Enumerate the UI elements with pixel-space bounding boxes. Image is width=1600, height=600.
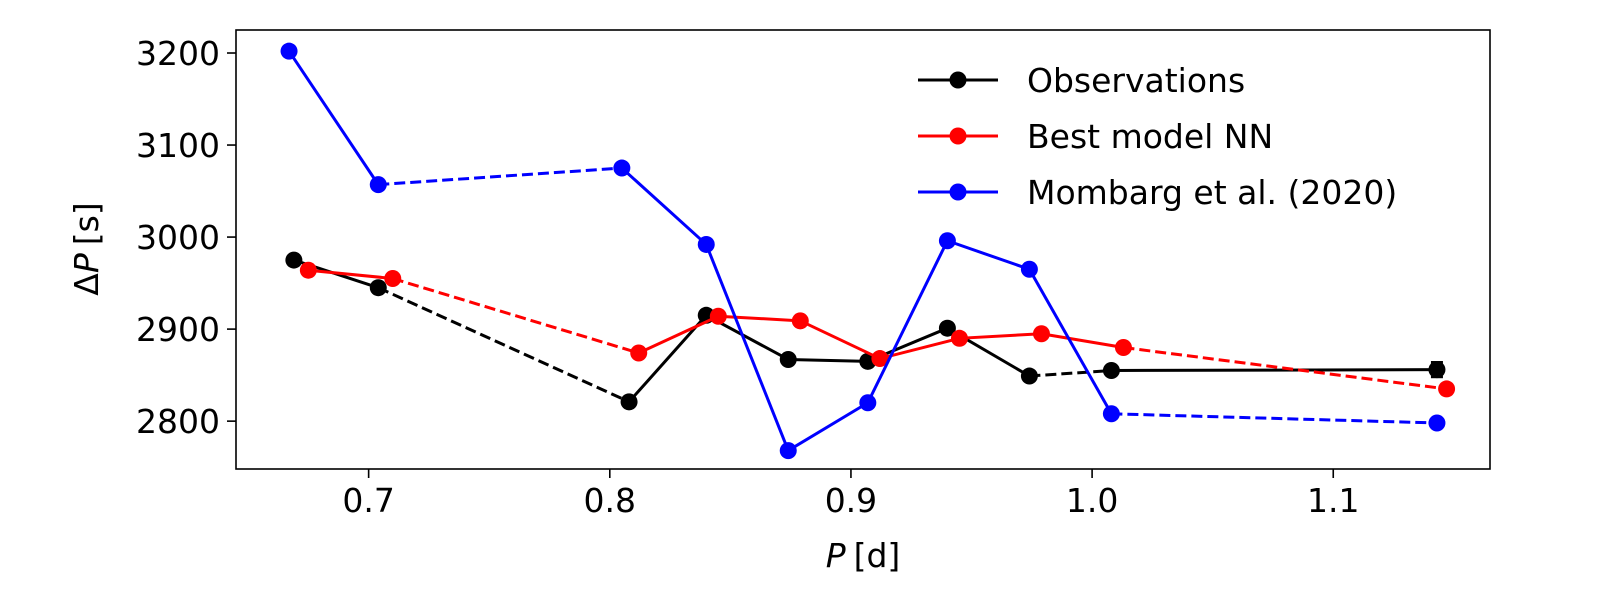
legend-label: Best model NN [1027,117,1273,156]
series-line-segment [1029,369,1112,378]
data-point [369,176,387,194]
data-point [779,442,797,460]
legend: Observations Best model NN Mombarg et al. … [918,61,1397,212]
series-line-segment [378,166,622,187]
data-point [871,350,889,368]
series-line-segment [1111,368,1437,373]
data-point [938,319,956,337]
data-point [285,251,303,269]
series-line-segment [788,357,868,363]
series-line-segment [308,268,393,280]
x-axis: 0.7 0.8 0.9 1.0 1.1 [342,469,1359,520]
series-line-segment [866,240,949,404]
data-point [384,269,402,287]
plot-frame [235,29,1491,470]
series-1 [299,261,1456,398]
series-line-segment [1111,412,1437,425]
series-line-segment [287,50,380,186]
legend-marker [949,127,967,145]
series-line-segment [377,286,630,404]
y-tick-label: 3000 [136,218,220,257]
data-point [620,393,638,411]
series-line-segment [392,277,640,355]
data-point [791,312,809,330]
data-point [630,344,648,362]
data-point [369,279,387,297]
legend-label: Observations [1027,61,1245,100]
y-tick-label: 3100 [136,126,220,165]
data-point [697,235,715,253]
data-point [1428,414,1446,432]
series-line-segment [787,401,869,452]
data-point [950,329,968,347]
y-axis: 2800 2900 3000 3100 3200 [136,34,236,441]
series-line-segment [620,166,708,246]
series-line-segment [1028,268,1113,415]
data-point [1438,380,1456,398]
data-point [613,159,631,177]
data-point [938,232,956,250]
series-line-segment [627,314,708,403]
legend-marker [949,71,967,89]
series-line-segment [799,319,881,360]
data-point [1032,325,1050,343]
series-line-segment [946,239,1030,271]
data-point [1114,339,1132,357]
legend-marker [949,183,967,201]
x-tick-label: 0.8 [584,481,636,520]
x-tick-label: 0.7 [342,481,394,520]
series-line-segment [959,332,1042,340]
x-axis-label: P [d] [826,536,901,575]
y-tick-label: 3200 [136,34,220,73]
data-point [1102,362,1120,380]
series-line-segment [879,336,960,361]
data-point [1428,361,1446,379]
series-2 [280,42,1446,460]
y-tick-label: 2900 [136,310,220,349]
data-point [1020,260,1038,278]
data-point [1020,367,1038,385]
series-0 [285,251,1446,411]
series-line-segment [1123,346,1447,391]
y-axis-label: ΔP[s] [67,202,106,295]
data-point [280,42,298,60]
x-tick-label: 1.1 [1307,481,1359,520]
series-line-segment [1041,332,1124,349]
data-point [779,350,797,368]
x-tick-label: 1.0 [1066,481,1118,520]
legend-label: Mombarg et al. (2020) [1027,173,1397,212]
series-line-segment [718,314,801,323]
x-tick-label: 0.9 [825,481,877,520]
plot-area [280,42,1456,460]
series-line-segment [638,314,719,355]
y-tick-label: 2800 [136,402,220,441]
data-point [299,261,317,279]
data-point [1102,405,1120,423]
data-point [709,307,727,325]
data-point [859,394,877,412]
series-line-segment [704,243,790,452]
